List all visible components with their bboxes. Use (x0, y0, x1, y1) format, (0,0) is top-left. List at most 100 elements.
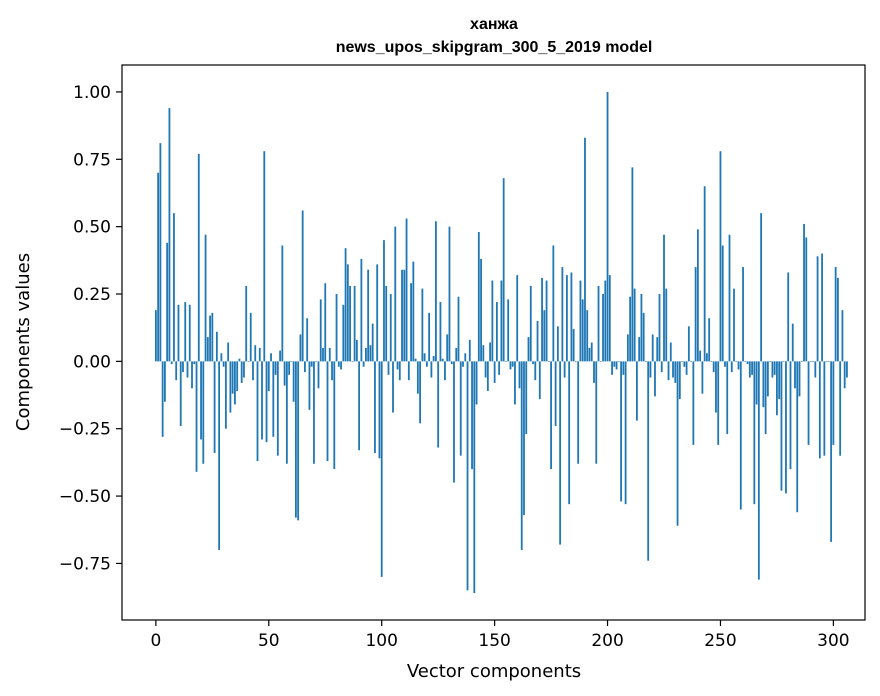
bar (593, 361, 595, 383)
bar (575, 361, 577, 362)
bar (547, 361, 550, 362)
bar (595, 361, 598, 464)
bar (154, 310, 157, 362)
bar (631, 167, 634, 362)
chart-subtitle: news_upos_skipgram_300_5_2019 model (336, 39, 653, 56)
bar (170, 361, 173, 365)
bar (737, 361, 740, 370)
bar (746, 361, 749, 365)
bar (728, 234, 731, 362)
bar (692, 361, 695, 445)
bar (518, 361, 521, 389)
bar (398, 361, 401, 381)
bar (507, 299, 510, 362)
bar (640, 294, 643, 362)
bar (726, 361, 729, 435)
bar (505, 361, 507, 362)
bar (428, 312, 431, 362)
bar (527, 337, 530, 362)
bar (667, 361, 670, 381)
bar (206, 337, 209, 362)
bar (712, 361, 715, 373)
x-tick-label: 150 (478, 631, 510, 651)
bar (649, 361, 652, 378)
bar (545, 280, 548, 362)
bar (209, 315, 211, 362)
bar (448, 226, 451, 362)
bar (834, 267, 837, 362)
bar (459, 361, 462, 456)
bar (455, 347, 458, 362)
bar (800, 361, 803, 362)
bar (636, 361, 638, 421)
bar (791, 323, 794, 362)
bar (256, 361, 259, 462)
bar (164, 361, 166, 402)
y-tick-label: 0.50 (73, 218, 111, 238)
bar (360, 258, 363, 362)
bar (694, 267, 697, 362)
bar (771, 361, 774, 378)
bar (523, 361, 525, 515)
bar (157, 172, 160, 362)
bar (197, 153, 200, 362)
bar (374, 361, 376, 453)
bar (577, 361, 580, 464)
bar (645, 361, 647, 362)
bar (541, 277, 543, 362)
bar (841, 310, 844, 362)
bar (315, 361, 318, 362)
bar (331, 361, 333, 381)
bar (769, 361, 772, 362)
bar (509, 361, 512, 370)
bar (536, 320, 539, 362)
bar (186, 361, 189, 378)
bar (473, 361, 476, 594)
bar (285, 361, 288, 464)
bar (222, 361, 225, 367)
bar (200, 361, 202, 440)
bar (794, 361, 796, 389)
bar (407, 361, 410, 381)
bar (475, 361, 478, 405)
bar (383, 240, 385, 362)
bar (839, 361, 842, 456)
bar (733, 288, 735, 362)
bar (202, 361, 205, 464)
bar (247, 361, 250, 362)
x-axis-ticks: 0 50 100 150 200 250 300 (150, 620, 850, 651)
bar (803, 223, 805, 362)
bar (419, 361, 422, 424)
bar (617, 361, 620, 362)
plot-frame (121, 64, 866, 621)
bar (563, 361, 566, 378)
y-tick-label: −0.75 (59, 554, 111, 574)
bar (491, 280, 494, 362)
bar (683, 361, 686, 367)
bar (175, 361, 178, 381)
bar (249, 312, 252, 362)
bar (182, 361, 184, 373)
bar (333, 361, 336, 470)
x-tick-label: 100 (365, 631, 397, 651)
bar (489, 342, 492, 362)
bar (543, 310, 546, 362)
bar (823, 361, 826, 456)
bar (805, 237, 808, 362)
bar (435, 221, 437, 362)
bar (773, 361, 776, 375)
bar (177, 304, 180, 362)
bar (647, 361, 650, 561)
bar (272, 361, 275, 437)
bar (362, 361, 365, 367)
bar (301, 210, 304, 362)
x-tick-label: 200 (591, 631, 623, 651)
bar (814, 361, 817, 378)
x-axis-label: Vector components (407, 661, 581, 682)
bar (290, 361, 293, 362)
bar (313, 361, 315, 464)
bar (168, 108, 171, 362)
bar (355, 339, 358, 362)
bar (699, 350, 702, 362)
bar (471, 361, 473, 470)
